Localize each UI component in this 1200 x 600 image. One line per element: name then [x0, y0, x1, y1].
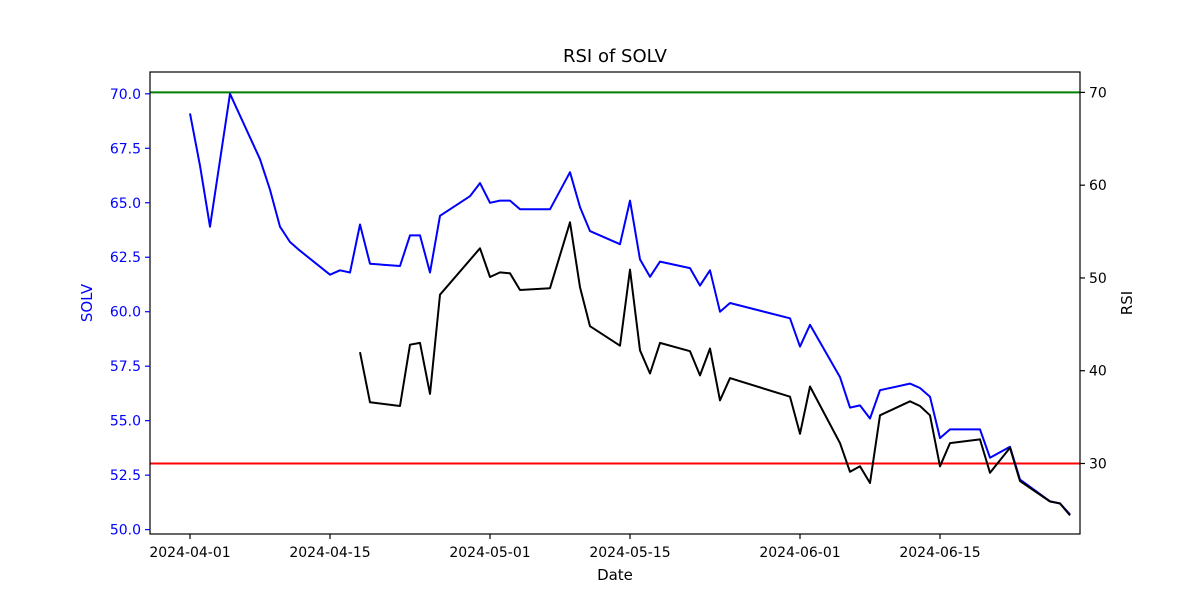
left-y-tick-label: 57.5 [110, 359, 141, 375]
left-y-tick-label: 55.0 [110, 414, 141, 430]
right-y-tick-label: 60 [1089, 178, 1107, 194]
left-y-tick-label: 60.0 [110, 305, 141, 321]
plot-frame [149, 71, 1081, 535]
x-axis-label: Date [597, 566, 633, 584]
left-y-tick-label: 62.5 [110, 250, 141, 266]
x-tick-label: 2024-05-15 [589, 545, 670, 561]
left-y-axis-label: SOLV [78, 283, 96, 322]
right-y-tick-label: 50 [1089, 271, 1107, 287]
left-y-tick-label: 65.0 [110, 196, 141, 212]
plot-area [150, 91, 1080, 517]
price-series-line [189, 92, 1071, 516]
x-tick-label: 2024-05-01 [449, 545, 530, 561]
left-y-tick-label: 50.0 [110, 523, 141, 539]
left-y-tick-label: 70.0 [110, 87, 141, 103]
x-tick-label: 2024-06-15 [899, 545, 980, 561]
left-y-tick-label: 52.5 [110, 468, 141, 484]
chart-title: RSI of SOLV [563, 46, 668, 67]
right-y-tick-label: 70 [1089, 85, 1107, 101]
x-tick-label: 2024-06-01 [759, 545, 840, 561]
right-y-tick-label: 40 [1089, 364, 1107, 380]
x-tick-label: 2024-04-15 [289, 545, 370, 561]
right-y-axis-label: RSI [1118, 291, 1136, 315]
rsi-series-line [359, 221, 1071, 517]
right-y-tick-label: 30 [1089, 456, 1107, 472]
left-y-tick-label: 67.5 [110, 141, 141, 157]
x-tick-label: 2024-04-01 [149, 545, 230, 561]
axis-ticks: 2024-04-01 2024-04-15 2024-05-01 2024-05-15… [110, 85, 1107, 561]
